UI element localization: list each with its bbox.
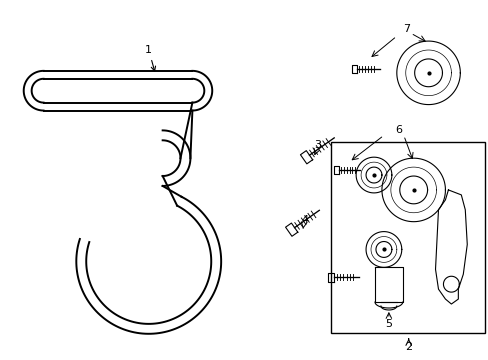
Bar xyxy=(331,142,484,333)
Text: 7: 7 xyxy=(402,24,409,34)
Text: 3: 3 xyxy=(313,140,320,150)
Text: 1: 1 xyxy=(145,45,155,71)
Text: 2: 2 xyxy=(405,342,411,352)
Text: 5: 5 xyxy=(385,319,391,329)
Text: 6: 6 xyxy=(394,125,402,135)
Text: 4: 4 xyxy=(300,215,307,225)
